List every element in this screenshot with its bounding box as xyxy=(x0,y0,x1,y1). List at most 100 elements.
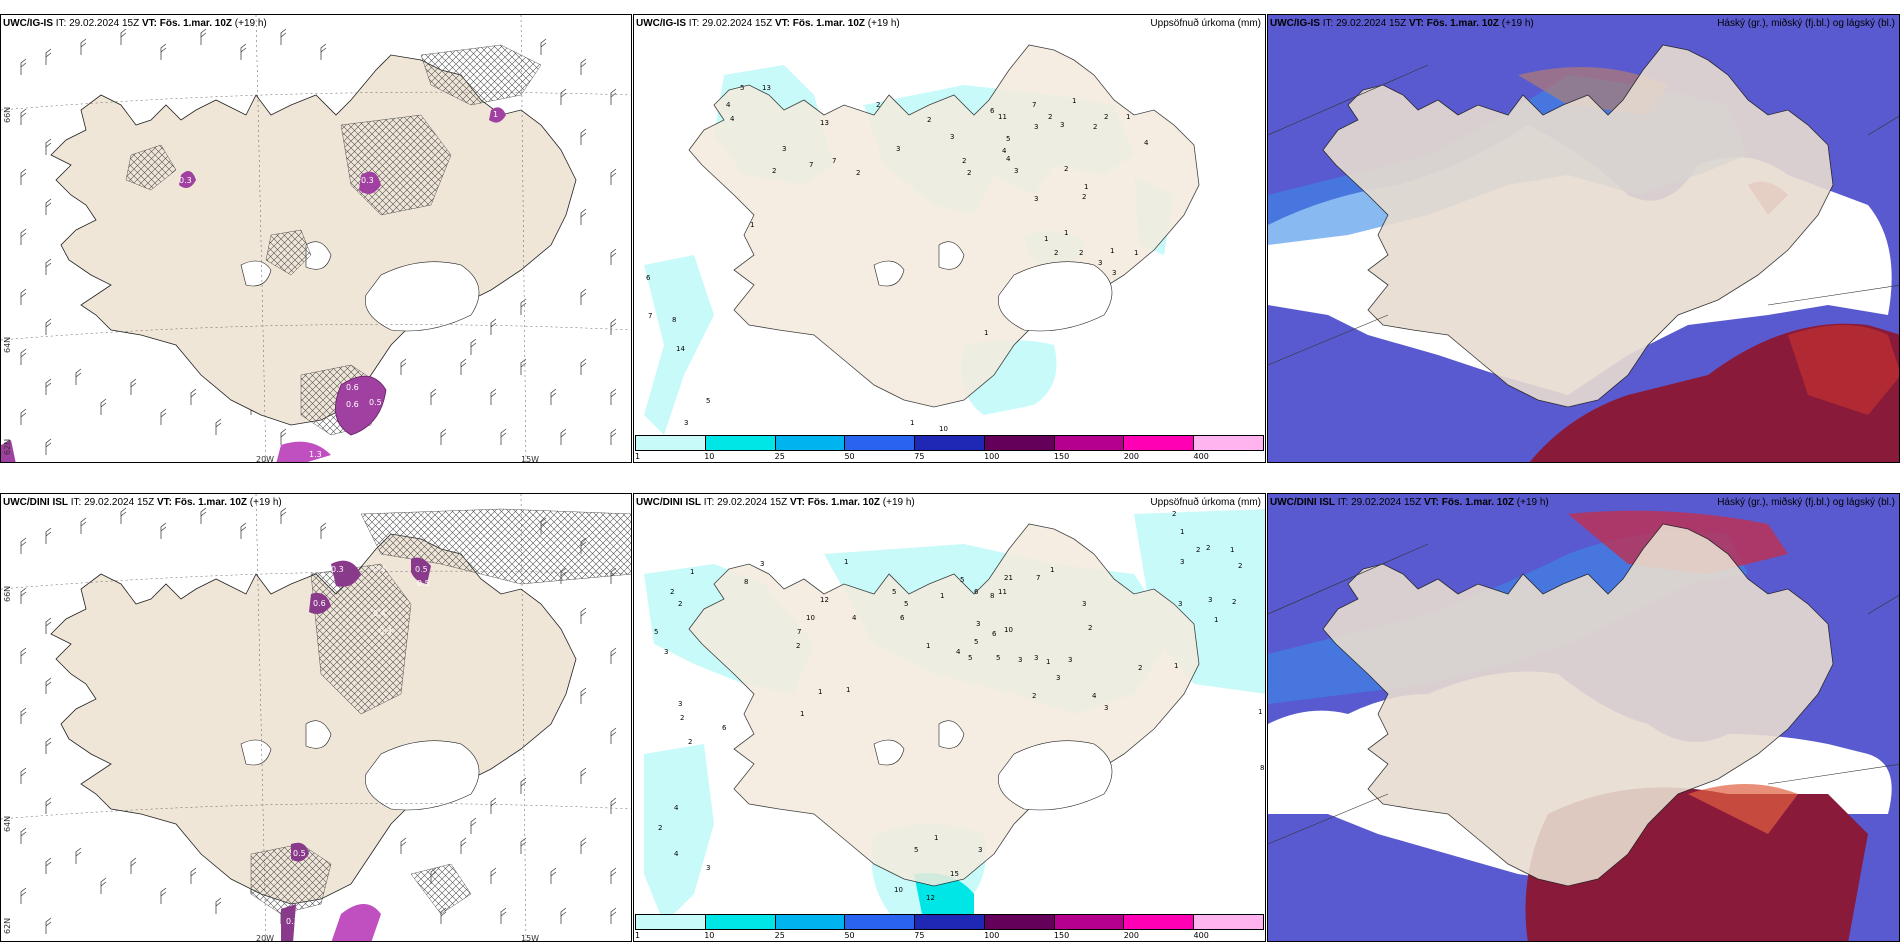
precip-value: 2 xyxy=(678,600,682,608)
precip-value: 2 xyxy=(1088,624,1092,632)
precip-value: 2 xyxy=(1104,113,1108,121)
precip-value: 10 xyxy=(1004,626,1013,634)
precip-value: 1 xyxy=(1230,546,1234,554)
precip-value: 4 xyxy=(674,804,679,812)
wind-value: 0.4 xyxy=(373,609,386,618)
precip-blobs xyxy=(281,557,431,941)
precip-value: 2 xyxy=(688,738,692,746)
precip-value: 6 xyxy=(900,614,905,622)
precip-value: 3 xyxy=(1034,123,1038,131)
precip-value: 3 xyxy=(1208,596,1212,604)
panel-title: UWC/IG-IS IT: 29.02.2024 15Z VT: Fös. 1.… xyxy=(3,18,267,29)
precip-value: 4 xyxy=(1144,139,1149,147)
precip-value: 1 xyxy=(1126,113,1130,121)
lat-label: 66N xyxy=(3,585,12,602)
lat-label: 62N xyxy=(3,438,12,455)
precip-value: 2 xyxy=(670,588,674,596)
precip-value: 7 xyxy=(1032,101,1036,109)
precip-value: 2 xyxy=(658,824,662,832)
lat-label: 66N xyxy=(3,106,12,123)
wind-value: 0.3 xyxy=(179,176,192,185)
cloud-map xyxy=(1268,494,1899,941)
iceland-land xyxy=(1322,523,1834,887)
precip-value: 2 xyxy=(1082,193,1086,201)
precip-value: 5 xyxy=(960,576,964,584)
precip-value: 7 xyxy=(832,157,836,165)
panel-subtitle: Háský (gr.), miðský (fj.bl.) og lágský (… xyxy=(1717,18,1895,29)
precip-value: 13 xyxy=(762,84,771,92)
colorbar xyxy=(635,435,1264,451)
iceland-land xyxy=(1322,44,1834,408)
precip-value: 2 xyxy=(772,167,776,175)
precip-value: 4 xyxy=(852,614,857,622)
precip-value: 6 xyxy=(992,630,997,638)
precip-value: 2 xyxy=(680,714,684,722)
precip-value: 1 xyxy=(800,710,804,718)
precip-values: 2 1 3 8 1 12 5 1 2 2 5 6 7 10 4 2 1 1 1 … xyxy=(654,510,1264,902)
precip-value: 4 xyxy=(1002,147,1007,155)
lon-label: 20W xyxy=(256,455,275,463)
precip-value: 3 xyxy=(1034,654,1038,662)
panel-wind-top: UWC/IG-IS IT: 29.02.2024 15Z VT: Fös. 1.… xyxy=(0,14,632,463)
precip-value: 1 xyxy=(1134,249,1138,257)
precip-value: 8 xyxy=(744,578,748,586)
precip-value: 2 xyxy=(927,116,931,124)
precip-value: 1 xyxy=(926,642,930,650)
precip-value: 10 xyxy=(939,425,948,433)
panel-title: UWC/DINI ISL IT: 29.02.2024 15Z VT: Fös.… xyxy=(1270,497,1549,508)
precip-value: 3 xyxy=(1112,269,1116,277)
precip-value: 3 xyxy=(1018,656,1022,664)
colorbar-swatch xyxy=(705,915,776,929)
colorbar-swatch xyxy=(636,915,706,929)
precip-blobs xyxy=(1,107,506,462)
panel-title: UWC/IG-IS IT: 29.02.2024 15Z VT: Fös. 1.… xyxy=(1270,18,1534,29)
precip-value: 1 xyxy=(1214,616,1218,624)
wind-value: 0.3 xyxy=(379,627,392,636)
precip-value: 1 xyxy=(1110,247,1114,255)
precip-value: 3 xyxy=(684,419,688,427)
precip-value: 2 xyxy=(1172,510,1176,518)
colorbar-swatch xyxy=(1194,436,1264,450)
colorbar-swatch xyxy=(705,436,776,450)
precip-value: 12 xyxy=(820,596,829,604)
precip-value: 6 xyxy=(646,274,651,282)
precip-value: 5 xyxy=(706,397,710,405)
wind-value: 0.5 xyxy=(361,448,374,457)
precip-values: 5 13 4 4 3 2 2 7 13 3 2 7 1 2 3 2 2 4 6 … xyxy=(646,84,1149,433)
lon-label: 15W xyxy=(521,455,540,463)
precip-value: 3 xyxy=(760,560,764,568)
colorbar-swatch xyxy=(984,436,1055,450)
wind-values: 0.3 0.3 1 0.6 0.6 0.5 0.4 0.5 1.3 xyxy=(179,110,498,459)
precip-value: 14 xyxy=(676,345,685,353)
colorbar-swatch xyxy=(775,436,846,450)
wind-value: 0.4 xyxy=(376,426,389,435)
precip-value: 3 xyxy=(1178,600,1182,608)
panel-cloud-top: UWC/IG-IS IT: 29.02.2024 15Z VT: Fös. 1.… xyxy=(1267,14,1900,463)
wind-value: 0.5 xyxy=(415,565,428,574)
colorbar-swatch xyxy=(915,915,985,929)
iceland-land xyxy=(688,523,1200,887)
precip-value: 7 xyxy=(797,628,801,636)
wind-value: 0.6 xyxy=(346,383,359,392)
colorbar-swatch xyxy=(1054,915,1125,929)
precip-value: 8 xyxy=(1260,764,1264,772)
precip-value: 2 xyxy=(1238,562,1242,570)
precip-value: 15 xyxy=(950,870,959,878)
precip-value: 6 xyxy=(990,107,995,115)
precip-value: 2 xyxy=(1048,113,1052,121)
precip-value: 1 xyxy=(934,834,938,842)
colorbar-swatch xyxy=(915,436,985,450)
precip-value: 3 xyxy=(664,648,668,656)
cloud-map xyxy=(1268,15,1899,462)
precip-value: 1 xyxy=(984,329,988,337)
precip-value: 2 xyxy=(1196,546,1200,554)
graticule xyxy=(1,15,631,462)
wind-values: 0.5 0.5 0.3 0.4 0.6 0.4 0.3 0.5 0.3 xyxy=(286,565,430,926)
precip-value: 1 xyxy=(1174,662,1178,670)
precip-value: 21 xyxy=(1004,574,1013,582)
precip-value: 7 xyxy=(809,161,813,169)
precip-value: 7 xyxy=(1036,574,1040,582)
precip-value: 2 xyxy=(1064,165,1068,173)
precip-value: 3 xyxy=(1034,195,1038,203)
wind-value: 0.5 xyxy=(369,398,382,407)
